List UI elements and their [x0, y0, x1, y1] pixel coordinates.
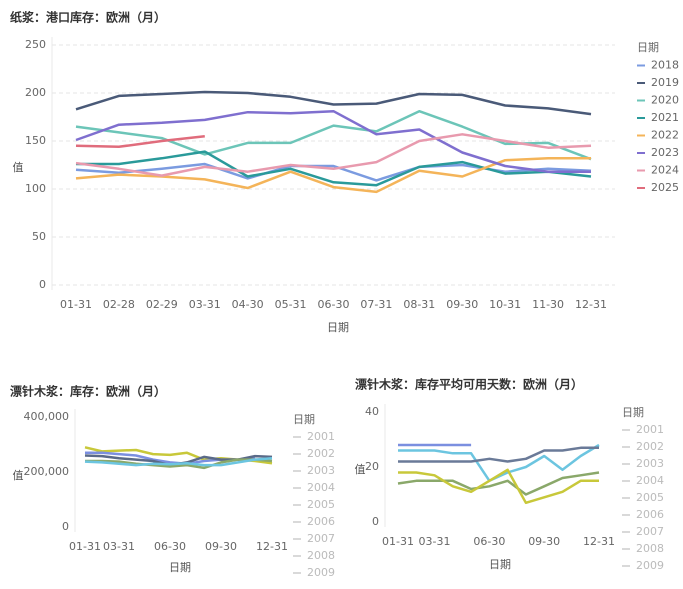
legend-label: 2008	[307, 549, 335, 562]
y-tick-label: 20	[365, 460, 379, 473]
legend-label: 2009	[307, 566, 335, 579]
y-tick-label: 0	[372, 515, 379, 528]
y-tick-label: 40	[365, 405, 379, 418]
series-line	[75, 90, 592, 116]
x-tick-label: 12-31	[256, 540, 288, 553]
y-tick-label: 0	[62, 520, 69, 533]
legend-label: 2006	[636, 508, 664, 521]
x-axis-title: 日期	[169, 561, 191, 574]
legend-label: 2003	[636, 457, 664, 470]
chart-title: 纸浆：港口库存：欧洲（月）	[10, 10, 166, 25]
legend-label: 2001	[636, 423, 664, 436]
series-line	[75, 109, 592, 161]
x-tick-label: 02-28	[103, 298, 135, 311]
legend-label: 2018	[651, 59, 679, 72]
x-tick-label: 11-30	[532, 298, 564, 311]
x-tick-label: 06-30	[473, 535, 505, 548]
series-line	[75, 109, 591, 173]
x-tick-label: 09-30	[446, 298, 478, 311]
legend-label: 2001	[307, 430, 335, 443]
x-tick-label: 03-31	[103, 540, 135, 553]
x-axis-title: 日期	[489, 558, 511, 571]
legend-title: 日期	[637, 41, 659, 54]
legend-label: 2002	[307, 447, 335, 460]
legend-label: 2004	[307, 481, 335, 494]
x-tick-label: 01-31	[60, 298, 92, 311]
x-tick-label: 08-31	[403, 298, 435, 311]
x-tick-label: 01-31	[69, 540, 101, 553]
legend-label: 2007	[636, 525, 664, 538]
x-tick-label: 03-31	[419, 535, 451, 548]
legend-label: 2008	[636, 542, 664, 555]
series-line	[75, 133, 592, 177]
legend-label: 2006	[307, 515, 335, 528]
series-line	[84, 457, 273, 467]
y-tick-label: 100	[25, 182, 46, 195]
y-tick-label: 50	[32, 230, 46, 243]
y-tick-label: 200	[25, 86, 46, 99]
legend-label: 2025	[651, 181, 679, 194]
y-axis-title: 值	[13, 161, 24, 174]
y-axis-title: 值	[13, 469, 24, 482]
series-line	[398, 468, 599, 505]
legend-label: 2007	[307, 532, 335, 545]
legend-label: 2020	[651, 94, 679, 107]
chart-title: 漂针木浆：库存平均可用天数：欧洲（月）	[355, 377, 583, 392]
x-tick-label: 10-31	[489, 298, 521, 311]
x-tick-label: 03-31	[189, 298, 221, 311]
y-axis-title: 值	[355, 463, 366, 476]
x-tick-label: 12-31	[575, 298, 607, 311]
legend-label: 2019	[651, 76, 679, 89]
x-tick-label: 06-30	[154, 540, 186, 553]
legend-label: 2024	[651, 164, 679, 177]
x-tick-label: 04-30	[232, 298, 264, 311]
legend-label: 2005	[307, 498, 335, 511]
x-tick-label: 09-30	[528, 535, 560, 548]
y-tick-label: 150	[25, 134, 46, 147]
series-line	[76, 150, 592, 187]
x-axis-title: 日期	[327, 321, 349, 334]
legend-label: 2009	[636, 559, 664, 572]
series-line	[397, 471, 600, 496]
x-tick-label: 05-31	[275, 298, 307, 311]
legend-label: 2002	[636, 440, 664, 453]
x-tick-label: 01-31	[382, 535, 414, 548]
y-tick-label: 400,000	[24, 410, 70, 423]
x-tick-label: 06-30	[318, 298, 350, 311]
y-tick-label: 250	[25, 38, 46, 51]
y-tick-label: 200,000	[24, 465, 70, 478]
legend-label: 2003	[307, 464, 335, 477]
legend-title: 日期	[622, 406, 644, 419]
legend-title: 日期	[293, 413, 315, 426]
x-tick-label: 12-31	[583, 535, 615, 548]
legend-label: 2004	[636, 474, 664, 487]
series-line	[85, 458, 273, 470]
legend-label: 2023	[651, 146, 679, 159]
chart-title: 漂针木浆：库存：欧洲（月）	[10, 384, 166, 399]
series-line	[398, 446, 599, 463]
x-tick-label: 09-30	[205, 540, 237, 553]
series-line	[75, 162, 592, 182]
legend-label: 2021	[651, 111, 679, 124]
x-tick-label: 02-29	[146, 298, 178, 311]
series-line	[75, 134, 205, 149]
y-tick-label: 0	[39, 278, 46, 291]
legend-label: 2005	[636, 491, 664, 504]
legend-label: 2022	[651, 129, 679, 142]
x-tick-label: 07-31	[360, 298, 392, 311]
